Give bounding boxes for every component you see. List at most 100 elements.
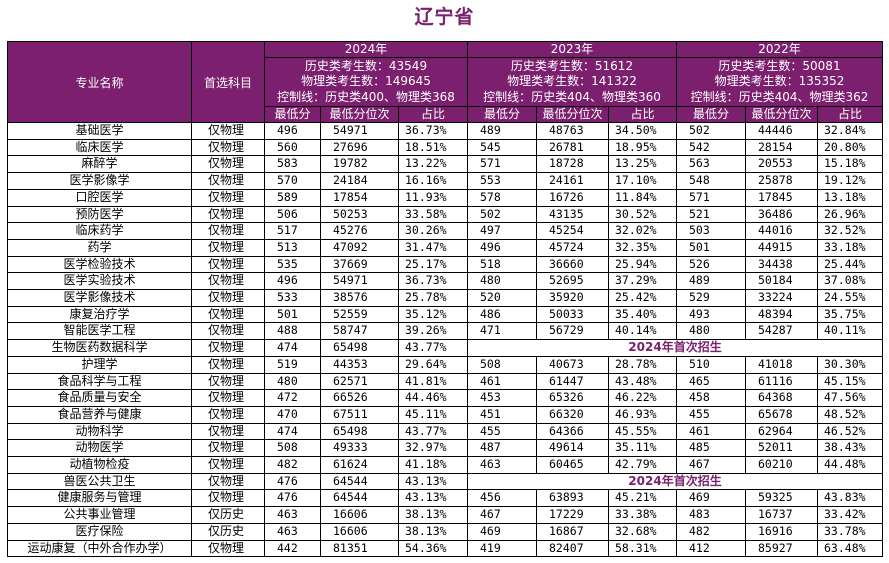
- min-rank-2024: 64544: [320, 472, 399, 491]
- ratio-2022: 33.78%: [817, 522, 883, 541]
- major-name: 医学检验技术: [7, 255, 192, 274]
- ratio-2024: 44.46%: [398, 389, 468, 407]
- min-rank-2023: 61447: [536, 372, 609, 391]
- ratio-2022: 33.42%: [817, 506, 883, 524]
- major-name: 兽医公共卫生: [7, 472, 192, 491]
- min-rank-2022: 62964: [745, 422, 818, 441]
- min-score-2024: 533: [264, 289, 321, 307]
- min-score-2024: 474: [264, 339, 321, 357]
- min-rank-2024: 54971: [320, 272, 399, 291]
- table-row: 动植物检疫 仅物理 482 61624 41.18% 463 60465 42.79% 467 6…: [7, 456, 883, 474]
- min-score-2023: 471: [467, 322, 537, 341]
- min-rank-2024: 64544: [320, 489, 399, 508]
- major-name: 医学实验技术: [7, 272, 192, 291]
- ratio-2022: 30.30%: [817, 355, 883, 374]
- ratio-header-2022: 占比: [817, 106, 883, 123]
- table-row: 公共事业管理 仅历史 463 16606 38.13% 467 17229 33.38% 483…: [7, 506, 883, 524]
- subject-requirement: 仅物理: [191, 222, 265, 240]
- first-enrollment-note: 2024年首次招生: [467, 472, 883, 491]
- min-score-2023: 497: [467, 222, 537, 240]
- min-rank-2023: 26781: [536, 138, 609, 157]
- min-score-2022: 412: [676, 539, 746, 558]
- min-rank-2024: 81351: [320, 539, 399, 558]
- subject-requirement: 仅物理: [191, 456, 265, 474]
- table-row: 运动康复（中外合作办学） 仅物理 442 81351 54.36% 419 82407 58.…: [7, 539, 883, 558]
- min-rank-header-2022: 最低分位次: [745, 106, 818, 123]
- min-score-2022: 458: [676, 389, 746, 407]
- min-rank-2024: 16606: [320, 522, 399, 541]
- page-title: 辽宁省: [414, 6, 475, 28]
- table-row: 兽医公共卫生 仅物理 476 64544 43.13% 2024年首次招生: [7, 472, 883, 491]
- min-score-2022: 469: [676, 489, 746, 508]
- ratio-2023: 32.68%: [608, 522, 677, 541]
- table-row: 麻醉学 仅物理 583 19782 13.22% 571 18728 13.25% 563 205…: [7, 155, 883, 174]
- table-row: 动物医学 仅物理 508 49333 32.97% 487 49614 35.11% 485 52…: [7, 439, 883, 458]
- min-score-2022: 571: [676, 188, 746, 207]
- ratio-2023: 28.78%: [608, 355, 677, 374]
- ratio-header-2024: 占比: [398, 106, 468, 123]
- ratio-2022: 44.48%: [817, 456, 883, 474]
- ratio-2022: 26.96%: [817, 205, 883, 224]
- min-score-2024: 519: [264, 355, 321, 374]
- min-score-header-2023: 最低分: [467, 106, 537, 123]
- control-line-2022: 控制线：历史类404、物理类362: [690, 89, 869, 104]
- min-rank-2023: 64366: [536, 422, 609, 441]
- min-rank-header-2024: 最低分位次: [320, 106, 399, 123]
- table-row: 康复治疗学 仅物理 501 52559 35.12% 486 50033 35.40% 493 4…: [7, 305, 883, 324]
- min-rank-2023: 18728: [536, 155, 609, 174]
- table-row: 智能医学工程 仅物理 488 58747 39.26% 471 56729 40.14% 480…: [7, 322, 883, 341]
- min-rank-2024: 24184: [320, 172, 399, 190]
- min-score-2022: 526: [676, 255, 746, 274]
- ratio-2022: 24.55%: [817, 289, 883, 307]
- min-score-2022: 482: [676, 522, 746, 541]
- ratio-2023: 46.22%: [608, 389, 677, 407]
- min-rank-2023: 43135: [536, 205, 609, 224]
- min-rank-2024: 38576: [320, 289, 399, 307]
- min-score-2024: 474: [264, 422, 321, 441]
- min-rank-2022: 85927: [745, 539, 818, 558]
- table-row: 基础医学 仅物理 496 54971 36.73% 489 48763 34.50% 502 44…: [7, 122, 883, 140]
- year-header-2023: 2023年: [467, 41, 677, 58]
- year-info-2024: 历史类考生数：43549 物理类考生数：149645 控制线：历史类400、物理…: [264, 57, 468, 107]
- table-row: 动物科学 仅物理 474 65498 43.77% 455 64366 45.55% 461 62…: [7, 422, 883, 441]
- min-rank-2024: 44353: [320, 355, 399, 374]
- major-name: 医学影像技术: [7, 289, 192, 307]
- subject-requirement: 仅物理: [191, 172, 265, 190]
- subject-requirement: 仅物理: [191, 389, 265, 407]
- min-score-2023: 480: [467, 272, 537, 291]
- ratio-2023: 42.79%: [608, 456, 677, 474]
- table-row: 生物医药数据科学 仅物理 474 65498 43.77% 2024年首次招生: [7, 339, 883, 357]
- min-score-2024: 501: [264, 305, 321, 324]
- year-header-2022: 2022年: [676, 41, 883, 58]
- min-rank-2023: 24161: [536, 172, 609, 190]
- table-row: 食品质量与安全 仅物理 472 66526 44.46% 453 65326 46.22% 45…: [7, 389, 883, 407]
- min-rank-2022: 52011: [745, 439, 818, 458]
- min-score-2023: 545: [467, 138, 537, 157]
- ratio-2024: 36.73%: [398, 272, 468, 291]
- major-name: 动物医学: [7, 439, 192, 458]
- min-rank-2022: 44446: [745, 122, 818, 140]
- ratio-2023: 40.14%: [608, 322, 677, 341]
- min-score-2022: 485: [676, 439, 746, 458]
- min-score-2022: 529: [676, 289, 746, 307]
- ratio-2022: 38.43%: [817, 439, 883, 458]
- ratio-2024: 43.13%: [398, 472, 468, 491]
- major-name: 医学影像学: [7, 172, 192, 190]
- subject-requirement: 仅物理: [191, 339, 265, 357]
- table-row: 医学影像技术 仅物理 533 38576 25.78% 520 35920 25.42% 529…: [7, 289, 883, 307]
- min-score-2024: 480: [264, 372, 321, 391]
- min-rank-2022: 44915: [745, 238, 818, 257]
- major-name: 食品质量与安全: [7, 389, 192, 407]
- min-rank-2023: 65326: [536, 389, 609, 407]
- subject-requirement: 仅物理: [191, 255, 265, 274]
- min-rank-2023: 52695: [536, 272, 609, 291]
- ratio-2023: 25.94%: [608, 255, 677, 274]
- major-column-header: 专业名称: [7, 41, 192, 123]
- first-enrollment-note: 2024年首次招生: [467, 339, 883, 357]
- min-rank-2022: 41018: [745, 355, 818, 374]
- ratio-2023: 33.38%: [608, 506, 677, 524]
- ratio-2024: 31.47%: [398, 238, 468, 257]
- ratio-2023: 30.52%: [608, 205, 677, 224]
- ratio-2022: 32.52%: [817, 222, 883, 240]
- major-name: 动植物检疫: [7, 456, 192, 474]
